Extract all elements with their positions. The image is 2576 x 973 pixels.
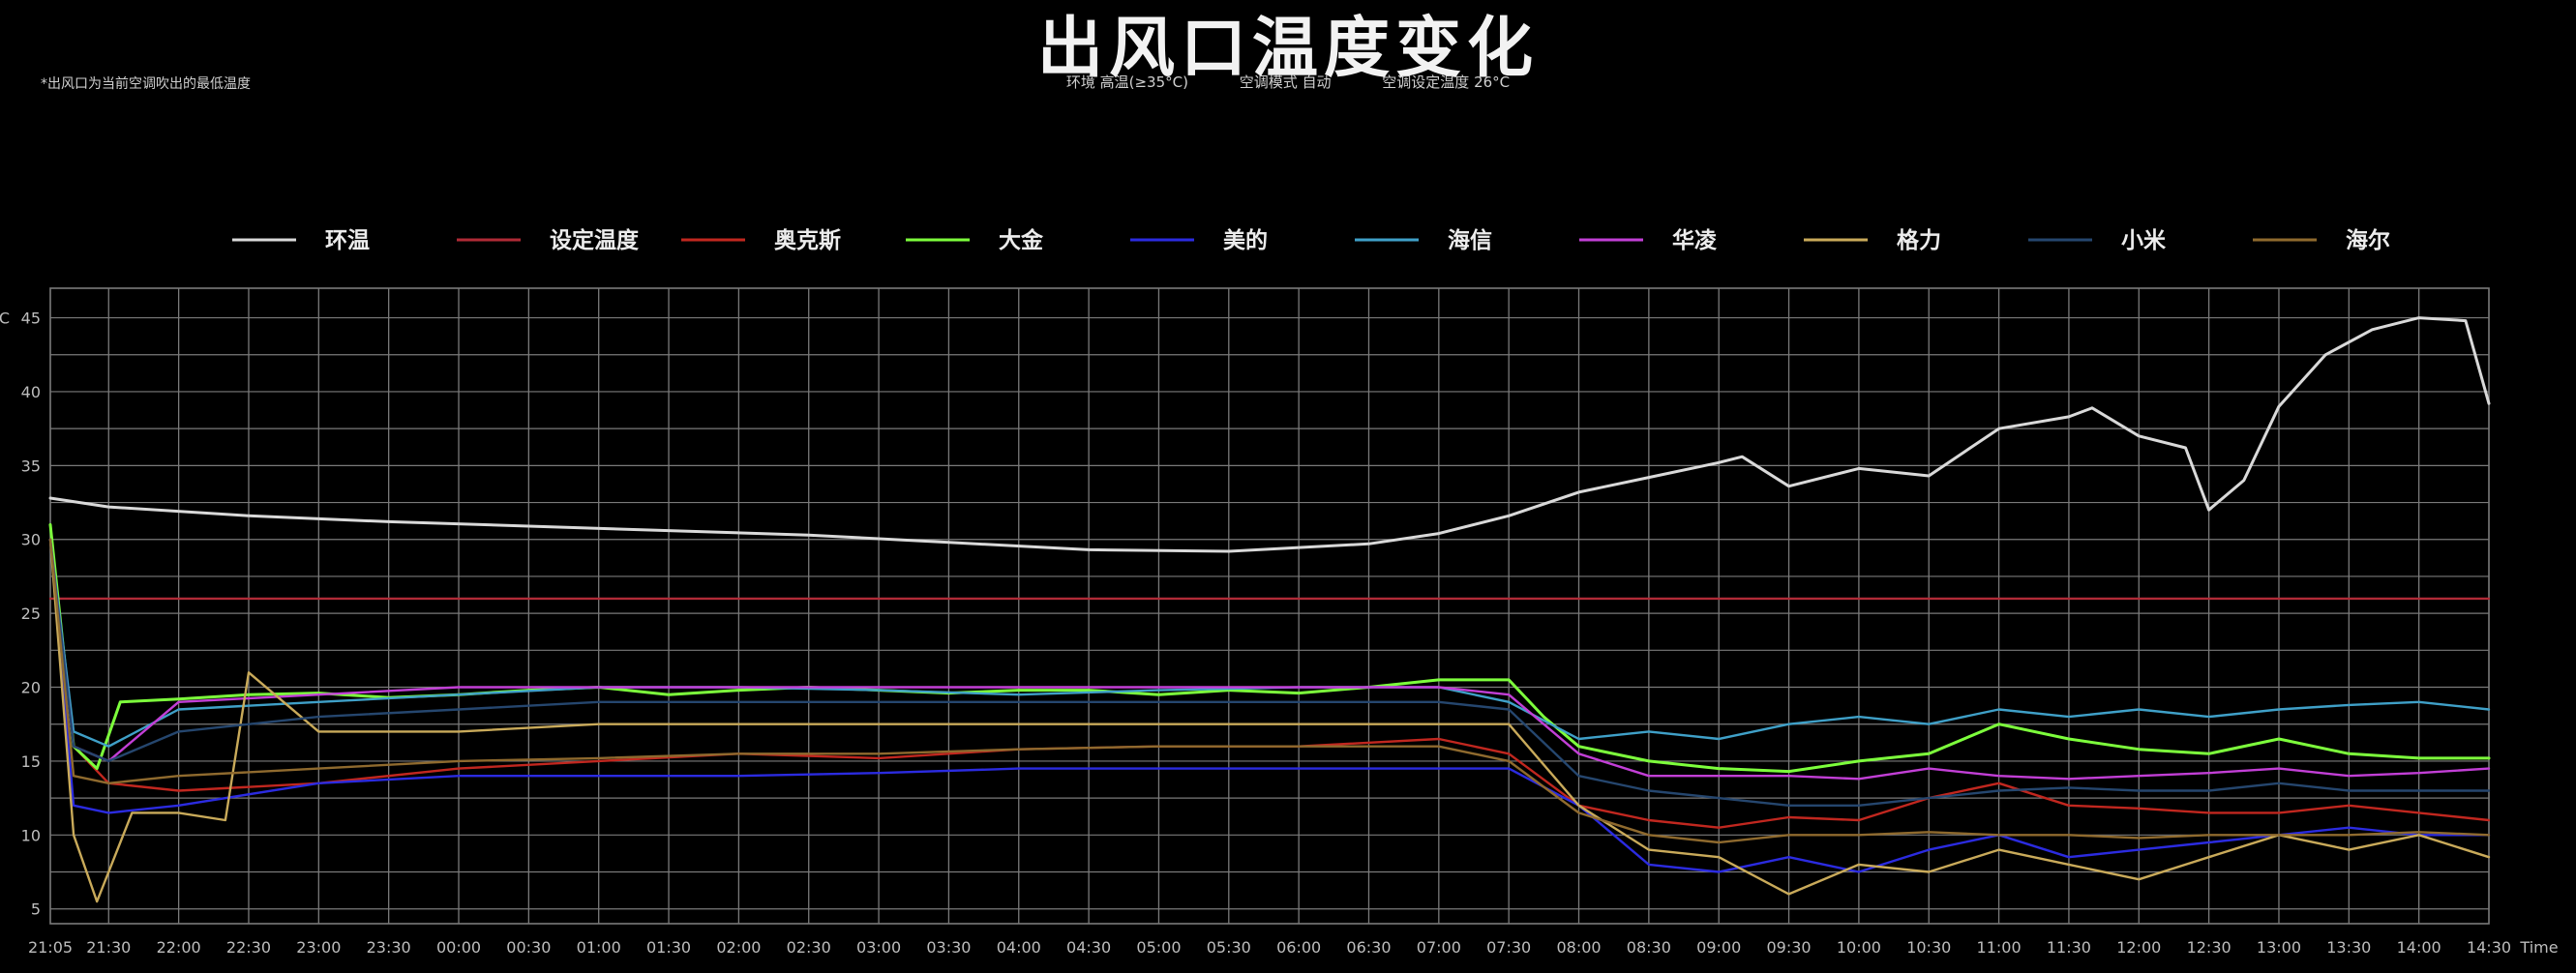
x-tick-label: 23:30 <box>367 938 411 957</box>
legend-label: 奥克斯 <box>774 227 841 253</box>
y-tick-label: 25 <box>21 604 41 623</box>
plot-frame <box>49 287 2490 925</box>
x-tick-label: 01:30 <box>646 938 691 957</box>
series-line <box>48 316 2491 553</box>
x-tick-label: 04:00 <box>997 938 1041 957</box>
legend-label: 设定温度 <box>550 227 640 253</box>
x-tick-label: 07:00 <box>1417 938 1461 957</box>
x-tick-label: 23:00 <box>296 938 341 957</box>
x-axis-label: Time <box>2519 938 2558 957</box>
x-tick-label: 11:30 <box>2047 938 2091 957</box>
x-tick-label: 02:00 <box>716 938 761 957</box>
x-tick-label: 00:00 <box>436 938 481 957</box>
series-line <box>48 523 2491 774</box>
x-tick-label: 14:00 <box>2397 938 2441 957</box>
x-tick-label: 09:00 <box>1696 938 1741 957</box>
x-tick-label: 11:00 <box>1977 938 2022 957</box>
x-tick-label: 08:30 <box>1627 938 1671 957</box>
y-axis-label: °C <box>0 310 10 328</box>
y-tick-label: 35 <box>21 457 41 475</box>
x-tick-label: 00:30 <box>506 938 551 957</box>
footnote: *出风口为当前空调吹出的最低温度 <box>41 76 251 92</box>
series-line <box>48 538 2491 748</box>
legend: 环温 设定温度 奥克斯 大金 美的 海信 华凌 格力 小米 海尔 <box>232 227 2390 253</box>
x-tick-label: 06:30 <box>1346 938 1391 957</box>
x-tick-label: 07:30 <box>1486 938 1531 957</box>
x-tick-label: 04:30 <box>1066 938 1111 957</box>
y-tick-label: 5 <box>31 900 41 919</box>
y-tick-label: 15 <box>21 752 41 771</box>
series-line <box>48 538 2491 873</box>
x-tick-label: 12:30 <box>2187 938 2232 957</box>
x-tick-label: 08:00 <box>1556 938 1601 957</box>
x-tick-label: 05:00 <box>1136 938 1181 957</box>
chart-title: 出风口温度变化 <box>1036 11 1539 87</box>
series-line <box>48 538 2491 903</box>
legend-label: 海信 <box>1448 227 1492 253</box>
y-tick-label: 45 <box>21 310 41 328</box>
x-tick-label: 06:00 <box>1276 938 1321 957</box>
series-line <box>48 538 2491 807</box>
series-line <box>48 538 2491 829</box>
legend-label: 美的 <box>1223 227 1268 253</box>
x-tick-label: 10:00 <box>1837 938 1881 957</box>
x-tick-label: 12:00 <box>2116 938 2161 957</box>
x-tick-label: 13:30 <box>2326 938 2371 957</box>
y-tick-label: 20 <box>21 679 41 697</box>
legend-label: 华凌 <box>1672 227 1718 253</box>
axes: 21:05 21:30 22:00 22:30 23:00 23:30 00:00 00:30… <box>0 310 2559 957</box>
x-tick-label: 02:30 <box>787 938 831 957</box>
x-tick-label: 21:30 <box>86 938 131 957</box>
x-tick-label: 22:30 <box>226 938 271 957</box>
y-tick-label: 40 <box>21 383 41 401</box>
y-tick-label: 30 <box>21 531 41 549</box>
series-lines <box>48 316 2491 903</box>
legend-label: 格力 <box>1897 227 1941 253</box>
legend-label: 环温 <box>325 228 370 253</box>
x-tick-label: 22:00 <box>157 938 201 957</box>
x-tick-label: 03:30 <box>926 938 971 957</box>
x-tick-label: 10:30 <box>1906 938 1951 957</box>
x-tick-label: 13:00 <box>2257 938 2301 957</box>
condition-set-temp: 空调设定温度 26°C <box>1382 74 1511 91</box>
condition-environment: 环境 高温(≥35°C) <box>1065 74 1188 91</box>
x-tick-label: 01:00 <box>577 938 621 957</box>
condition-ac-mode: 空调模式 自动 <box>1239 74 1332 91</box>
legend-label: 海尔 <box>2346 227 2390 253</box>
series-line <box>48 538 2491 844</box>
series-line <box>48 538 2491 781</box>
legend-label: 小米 <box>2121 228 2167 253</box>
grid <box>49 287 2490 925</box>
y-tick-label: 10 <box>21 826 41 844</box>
x-tick-label: 09:30 <box>1767 938 1812 957</box>
legend-label: 大金 <box>999 227 1044 253</box>
x-tick-label: 03:00 <box>856 938 901 957</box>
x-tick-label: 05:30 <box>1207 938 1251 957</box>
test-conditions: 环境 高温(≥35°C) 空调模式 自动 空调设定温度 26°C <box>0 72 2576 92</box>
x-tick-label: 14:30 <box>2467 938 2511 957</box>
x-tick-label: 21:05 <box>28 938 73 957</box>
